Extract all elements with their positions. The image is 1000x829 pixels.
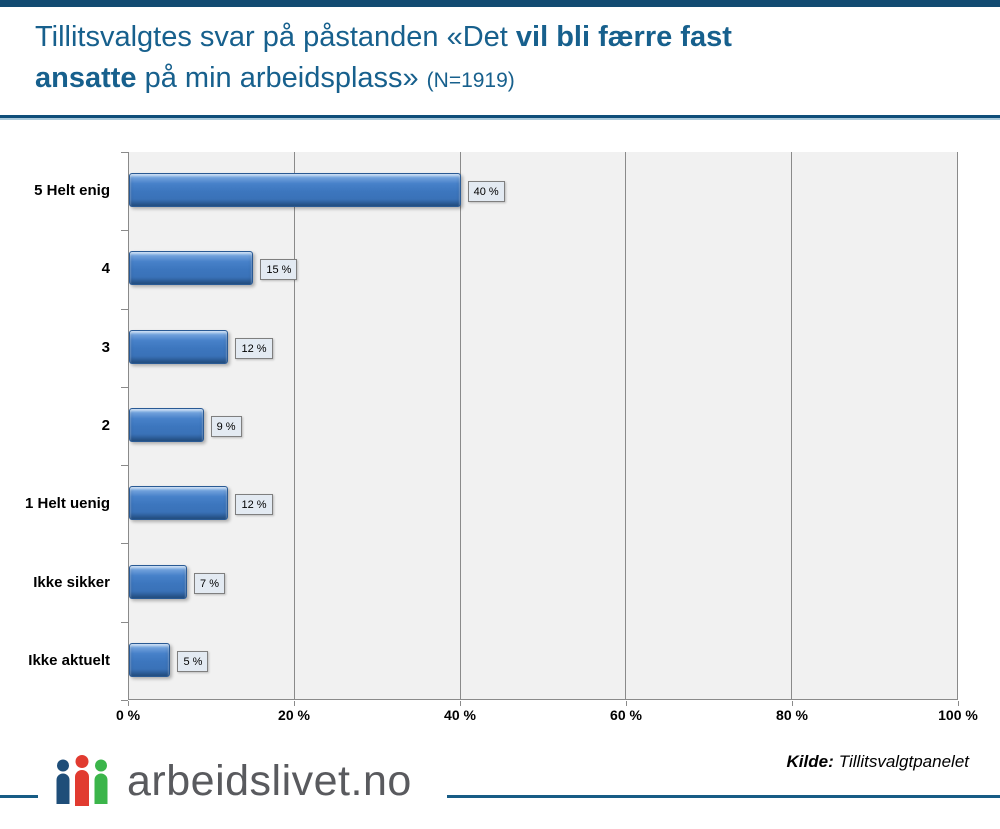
value-label-6: 7 % [194,572,225,594]
bar-6 [129,564,188,599]
y-axis-tick-6 [121,621,128,623]
source-label: Kilde: [786,752,834,771]
value-label-2: 15 % [260,259,298,281]
x-axis-tick-60 [626,701,627,706]
bar-3 [129,329,229,364]
value-label-4: 9 % [210,416,242,437]
plot-area: 40 % 15 % 12 % 9 % 12 % 7 % 5 % [128,152,958,700]
arbeidslivet-logo: arbeidslivet.no [53,752,412,810]
bar-2 [129,251,254,286]
x-tick-label-0: 0 % [115,707,141,723]
x-tick-label-80: 80 % [776,707,808,723]
logo-text: arbeidslivet.no [127,757,412,805]
bar-4 [129,408,204,442]
bar-7 [129,642,171,677]
title-text-regular: Tillitsvalgtes svar på påstanden «Det [35,21,516,53]
bar-1 [129,173,461,208]
y-axis-tick-1 [121,230,128,232]
category-label-3: 3 [101,338,110,356]
bar-5 [129,486,229,521]
title-line-2: ansatte på min arbeidsplass» (N=1919) [35,58,980,101]
title-sample-size: (N=1919) [426,69,515,92]
title-text-bold: vil bli færre fast [515,21,732,53]
person-icon-red [75,755,89,806]
person-icon-green [94,759,108,804]
title-divider [0,115,1000,120]
gridline-80 [791,152,793,699]
title-line-1: Tillitsvalgtes svar på påstanden «Det vi… [35,17,980,58]
person-icon-blue [56,759,70,804]
category-label-6: Ikke sikker [33,573,110,591]
category-label-4: 2 [101,417,110,434]
x-axis-tick-100 [958,701,959,706]
x-tick-label-40: 40 % [444,707,476,723]
y-axis-tick-5 [121,543,128,545]
y-axis-tick-3 [121,386,128,388]
y-axis-tick-2 [121,308,128,310]
y-axis-tick-0 [121,152,128,153]
category-label-5: 1 Helt uenig [24,495,110,513]
x-tick-label-20: 20 % [278,707,310,723]
bar-chart: 40 % 15 % 12 % 9 % 12 % 7 % 5 % 5 Helt enig 4 3 2… [0,152,978,723]
x-tick-label-100: 100 % [938,707,978,723]
title-text-regular-2: på min arbeidsplass» [136,62,419,94]
footer-rule-left [0,795,38,798]
category-label-2: 4 [101,260,110,278]
category-label-1: 5 Helt enig [34,182,110,200]
x-axis-tick-40 [460,701,461,706]
gridline-100 [957,152,958,699]
x-axis-tick-0 [128,701,129,706]
x-axis-tick-80 [792,701,793,706]
value-label-5: 12 % [235,494,273,516]
source-value: Tillitsvalgtpanelet [838,752,969,771]
title-text-bold-2: ansatte [35,62,137,94]
source-note: Kilde: Tillitsvalgtpanelet [787,752,969,772]
gridline-60 [625,152,627,699]
value-label-1: 40 % [467,181,505,203]
top-accent-bar [0,0,1000,7]
y-axis-tick-7 [121,700,128,701]
x-tick-label-60: 60 % [610,707,642,723]
chart-title: Tillitsvalgtes svar på påstanden «Det vi… [35,17,980,101]
three-people-icon [56,755,108,806]
gridline-40 [459,152,461,699]
x-axis-tick-20 [294,701,295,706]
y-axis-tick-4 [121,465,128,467]
value-label-7: 5 % [177,650,209,672]
category-axis: 5 Helt enig 4 3 2 1 Helt uenig Ikke sikker Ikk… [0,152,119,700]
category-label-7: Ikke aktuelt [28,651,110,669]
footer-rule-right [447,795,1000,798]
value-label-3: 12 % [235,337,273,359]
gridline-20 [293,152,295,699]
